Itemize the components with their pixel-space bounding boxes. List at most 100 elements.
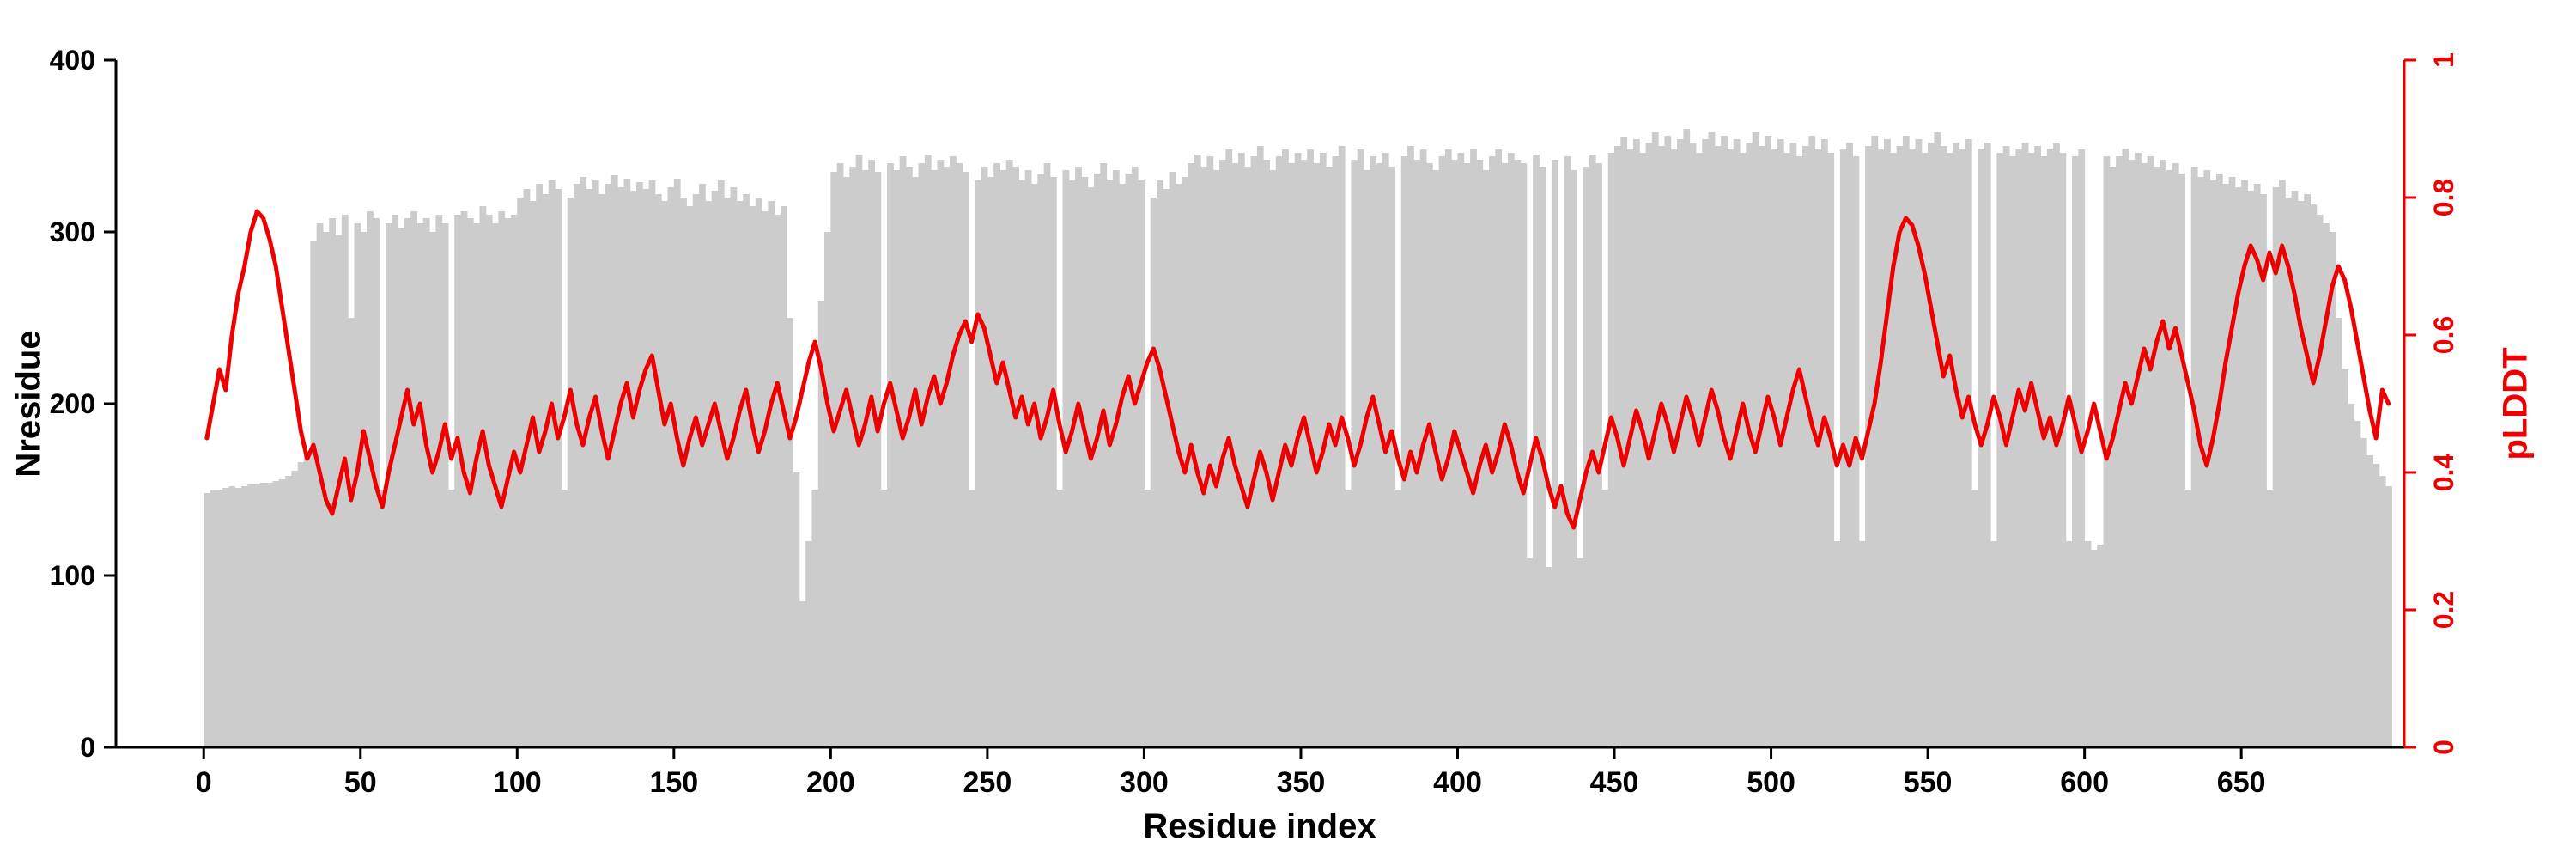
nresidue-bar [304, 452, 311, 747]
nresidue-bar [1947, 153, 1953, 747]
nresidue-bar [1012, 167, 1019, 747]
nresidue-bar [555, 189, 562, 747]
nresidue-bar [2310, 204, 2318, 747]
nresidue-bar [297, 462, 305, 747]
nresidue-bar [1896, 146, 1904, 747]
nresidue-bar [1558, 490, 1565, 747]
nresidue-bar [1877, 149, 1885, 747]
nresidue-bar [1119, 184, 1127, 747]
y-tick-label-right: 0.8 [2428, 179, 2459, 216]
nresidue-bar [1068, 180, 1076, 747]
nresidue-bar [498, 211, 506, 747]
nresidue-bar [905, 167, 913, 747]
nresidue-bar [975, 180, 982, 747]
y-tick-label-right: 0.6 [2428, 316, 2459, 354]
x-tick-label: 550 [1904, 766, 1953, 799]
x-tick-label: 150 [649, 766, 698, 799]
nresidue-bar [1708, 132, 1716, 747]
nresidue-bar [1639, 153, 1647, 747]
nresidue-bar [2046, 149, 2054, 747]
nresidue-bar [360, 232, 368, 747]
nresidue-bar [536, 184, 543, 747]
nresidue-bar [1476, 160, 1484, 747]
nresidue-bar [1212, 170, 1220, 747]
nresidue-bar [2354, 421, 2361, 747]
nresidue-bar [918, 163, 926, 747]
y-tick-label-right: 0.4 [2428, 454, 2459, 492]
nresidue-bar [2027, 153, 2035, 747]
nresidue-bar [1664, 136, 1672, 747]
nresidue-bar [1326, 167, 1333, 747]
nresidue-bar [385, 223, 392, 747]
nresidue-bar [1520, 163, 1528, 747]
nresidue-bar [523, 189, 531, 747]
nresidue-bar [1915, 139, 1923, 747]
nresidue-bar [272, 481, 280, 747]
nresidue-bar [1802, 146, 1809, 747]
nresidue-bar [2059, 153, 2067, 747]
nresidue-bar [1087, 187, 1095, 747]
nresidue-bar [1300, 160, 1308, 747]
nresidue-bar [899, 156, 907, 747]
nresidue-bar [435, 215, 443, 747]
nresidue-bar [354, 223, 361, 747]
nresidue-bar [1206, 156, 1214, 747]
nresidue-bar [2278, 180, 2286, 747]
nresidue-bar [1237, 153, 1245, 747]
nresidue-bar [447, 490, 455, 747]
nresidue-bar [793, 472, 800, 747]
nresidue-bar [404, 218, 411, 747]
nresidue-bar [1909, 149, 1916, 747]
nresidue-bar [774, 215, 781, 747]
nresidue-bar [950, 156, 957, 747]
nresidue-bar [1934, 132, 1941, 747]
nresidue-bar [2122, 149, 2129, 747]
nresidue-bar [686, 206, 694, 747]
nresidue-bar [1771, 149, 1778, 747]
x-tick-label: 250 [963, 766, 1012, 799]
nresidue-bar [1345, 490, 1352, 747]
nresidue-bar [868, 160, 875, 747]
nresidue-bar [1388, 167, 1395, 747]
nresidue-bar [1112, 170, 1120, 747]
nresidue-bar [849, 167, 857, 747]
nresidue-bar [830, 172, 838, 747]
nresidue-bar [1438, 156, 1446, 747]
nresidue-bar [1965, 139, 1972, 747]
nresidue-bar [291, 471, 299, 747]
nresidue-bar [699, 184, 706, 747]
nresidue-bar [1833, 541, 1841, 747]
nresidue-bar [1407, 146, 1414, 747]
nresidue-bar [673, 179, 681, 747]
nresidue-bar [1056, 490, 1064, 747]
nresidue-bar [968, 490, 975, 747]
nresidue-bar [1533, 155, 1540, 747]
nresidue-bar [648, 180, 656, 747]
nresidue-bar [1275, 156, 1283, 747]
nresidue-bar [1846, 143, 1853, 747]
y-tick-label-left: 100 [50, 560, 95, 591]
nresidue-bar [1244, 167, 1252, 747]
nresidue-bar [762, 211, 769, 747]
nresidue-bar [1081, 177, 1089, 747]
nresidue-bar [642, 189, 650, 747]
nresidue-bar [2253, 184, 2261, 747]
nresidue-bar [1269, 170, 1277, 747]
nresidue-bar [2135, 153, 2142, 747]
nresidue-bar [605, 184, 612, 747]
x-tick-label: 200 [806, 766, 855, 799]
nresidue-bar [1150, 198, 1157, 747]
nresidue-bar [1940, 146, 1947, 747]
nresidue-bar [623, 179, 631, 747]
nresidue-bar [1545, 567, 1552, 747]
y-tick-label-left: 300 [50, 216, 95, 247]
nresidue-bar [993, 163, 1000, 747]
nresidue-bar [1394, 490, 1402, 747]
nresidue-bar [931, 170, 938, 747]
nresidue-bar [1100, 163, 1108, 747]
nresidue-bar [1795, 156, 1803, 747]
nresidue-bar [329, 218, 337, 747]
nresidue-bar [1683, 129, 1691, 747]
nresidue-bar [379, 490, 386, 747]
nresidue-bar [1125, 174, 1133, 747]
